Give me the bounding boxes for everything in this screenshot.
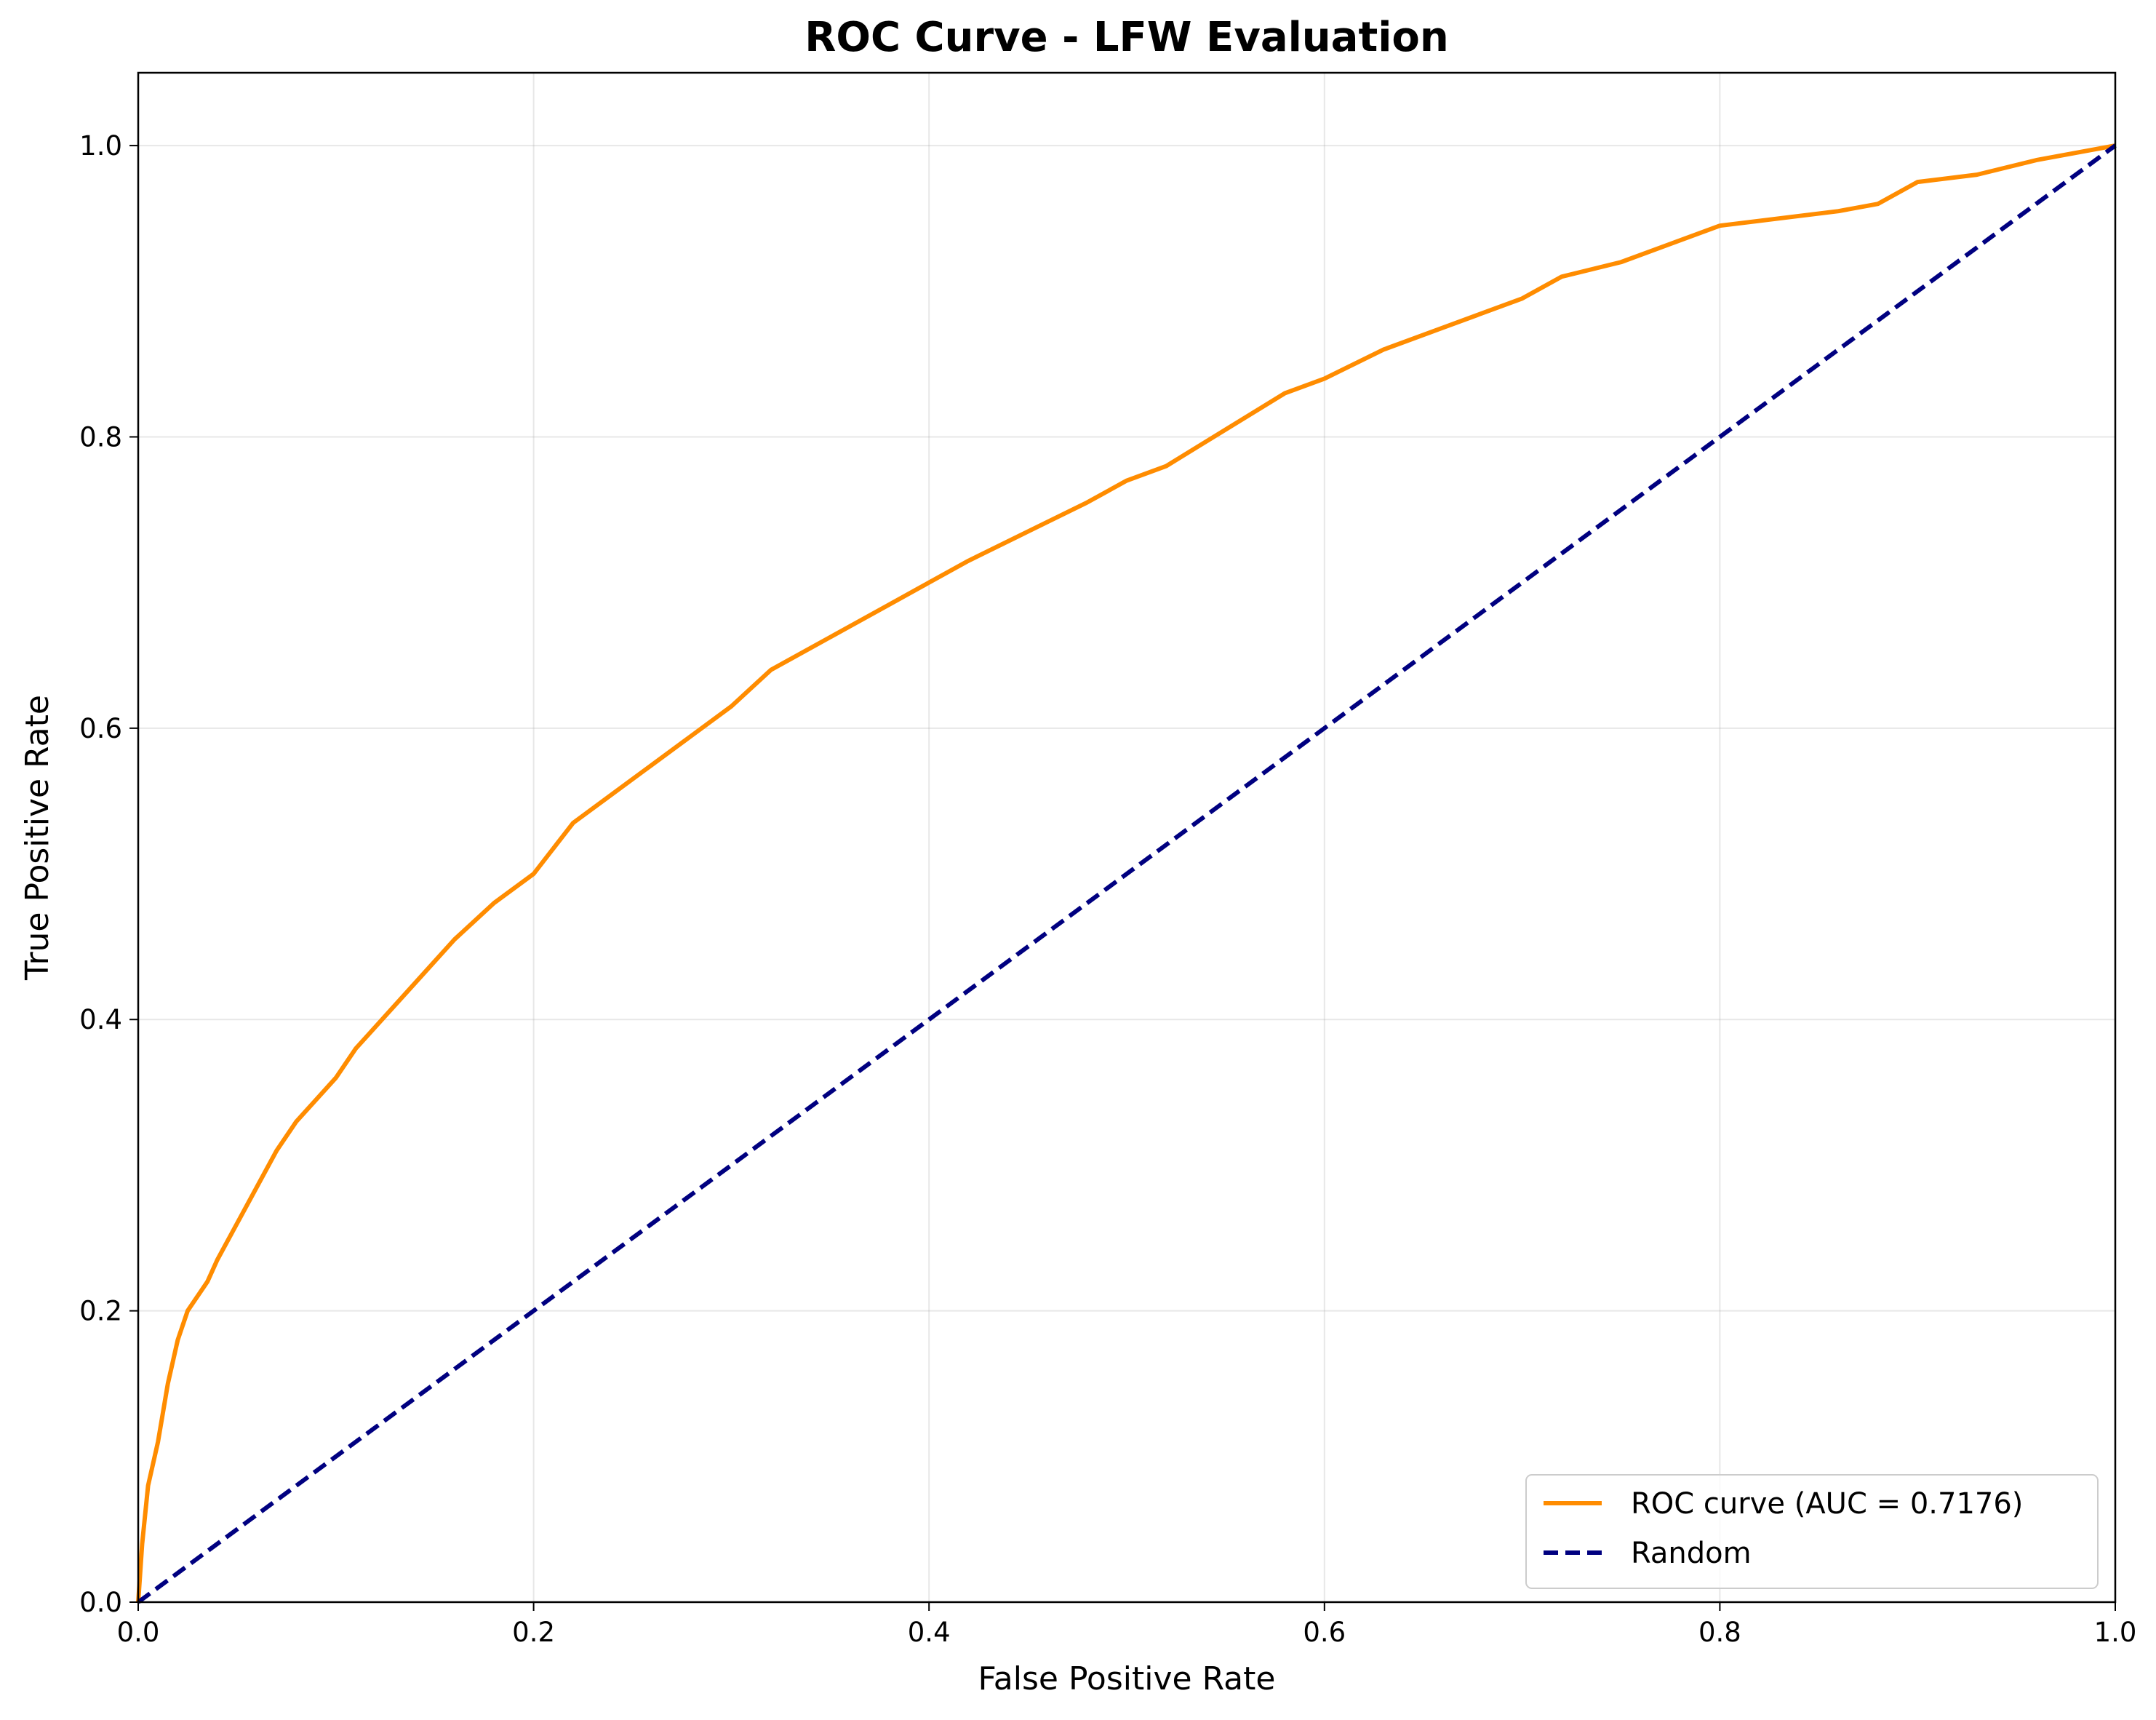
legend-label-random: Random	[1631, 1537, 1752, 1570]
x-tick-label: 0.4	[908, 1617, 951, 1648]
ticks: 0.0 0.2 0.4 0.6 0.8 1.0 0.0 0.2 0.4 0.6 0.8 1.0	[79, 130, 2136, 1648]
y-axis-label: True Positive Rate	[19, 695, 56, 981]
y-tick-label: 0.2	[79, 1296, 122, 1327]
y-tick-label: 0.0	[79, 1587, 122, 1618]
legend: ROC curve (AUC = 0.7176) Random	[1525, 1474, 2099, 1589]
plot-frame	[137, 71, 2117, 1604]
grid	[137, 73, 2116, 1603]
y-tick-label: 0.4	[79, 1004, 122, 1035]
y-tick-label: 1.0	[79, 130, 122, 162]
y-tick-label: 0.6	[79, 713, 122, 744]
x-tick-label: 1.0	[2094, 1617, 2137, 1648]
series-layer	[136, 143, 2117, 1604]
random-baseline-line	[137, 143, 2117, 1604]
x-tick-label: 0.8	[1698, 1617, 1741, 1648]
x-tick-label: 0.2	[512, 1617, 555, 1648]
x-tick-label: 0.6	[1303, 1617, 1346, 1648]
roc-curve-line	[136, 143, 2116, 1603]
x-tick-label: 0.0	[117, 1617, 160, 1648]
legend-label-roc: ROC curve (AUC = 0.7176)	[1631, 1487, 2023, 1521]
y-tick-label: 0.8	[79, 421, 122, 453]
x-axis-label: False Positive Rate	[978, 1660, 1276, 1697]
legend-box	[1525, 1474, 2099, 1589]
chart-title: ROC Curve - LFW Evaluation	[804, 14, 1449, 61]
